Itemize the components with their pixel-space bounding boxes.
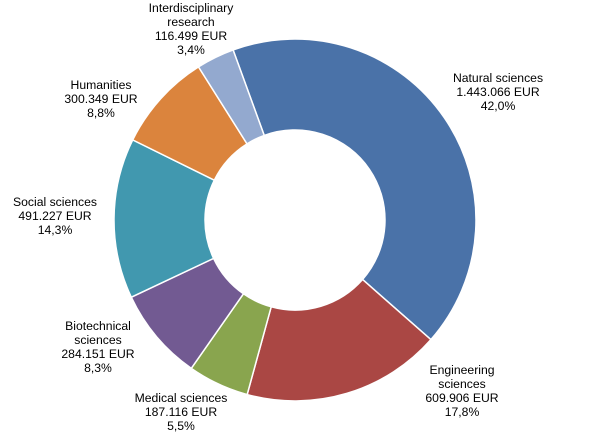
slice-label-5: Social sciences 491.227 EUR 14,3% (13, 195, 97, 237)
slice-interdisciplinary-research (197, 48, 266, 145)
slice-label-7: Interdisciplinary research 116.499 EUR 3,4% (149, 1, 235, 57)
slice-engineering-sciences (246, 278, 432, 402)
slice-label-1: Natural sciences 1.443.066 EUR 42,0% (453, 71, 543, 113)
donut-slices (113, 38, 477, 402)
slice-label-3: Medical sciences 187.116 EUR 5,5% (135, 391, 228, 433)
slice-label-6: Humanities 300.349 EUR 8,8% (64, 78, 137, 120)
slice-natural-sciences (232, 38, 477, 341)
slice-label-2: Engineering sciences 609.906 EUR 17,8% (425, 363, 498, 419)
slice-label-4: Biotechnical sciences 284.151 EUR 8,3% (61, 319, 134, 375)
slice-labels: Natural sciences 1.443.066 EUR 42,0% Engine… (13, 1, 543, 433)
